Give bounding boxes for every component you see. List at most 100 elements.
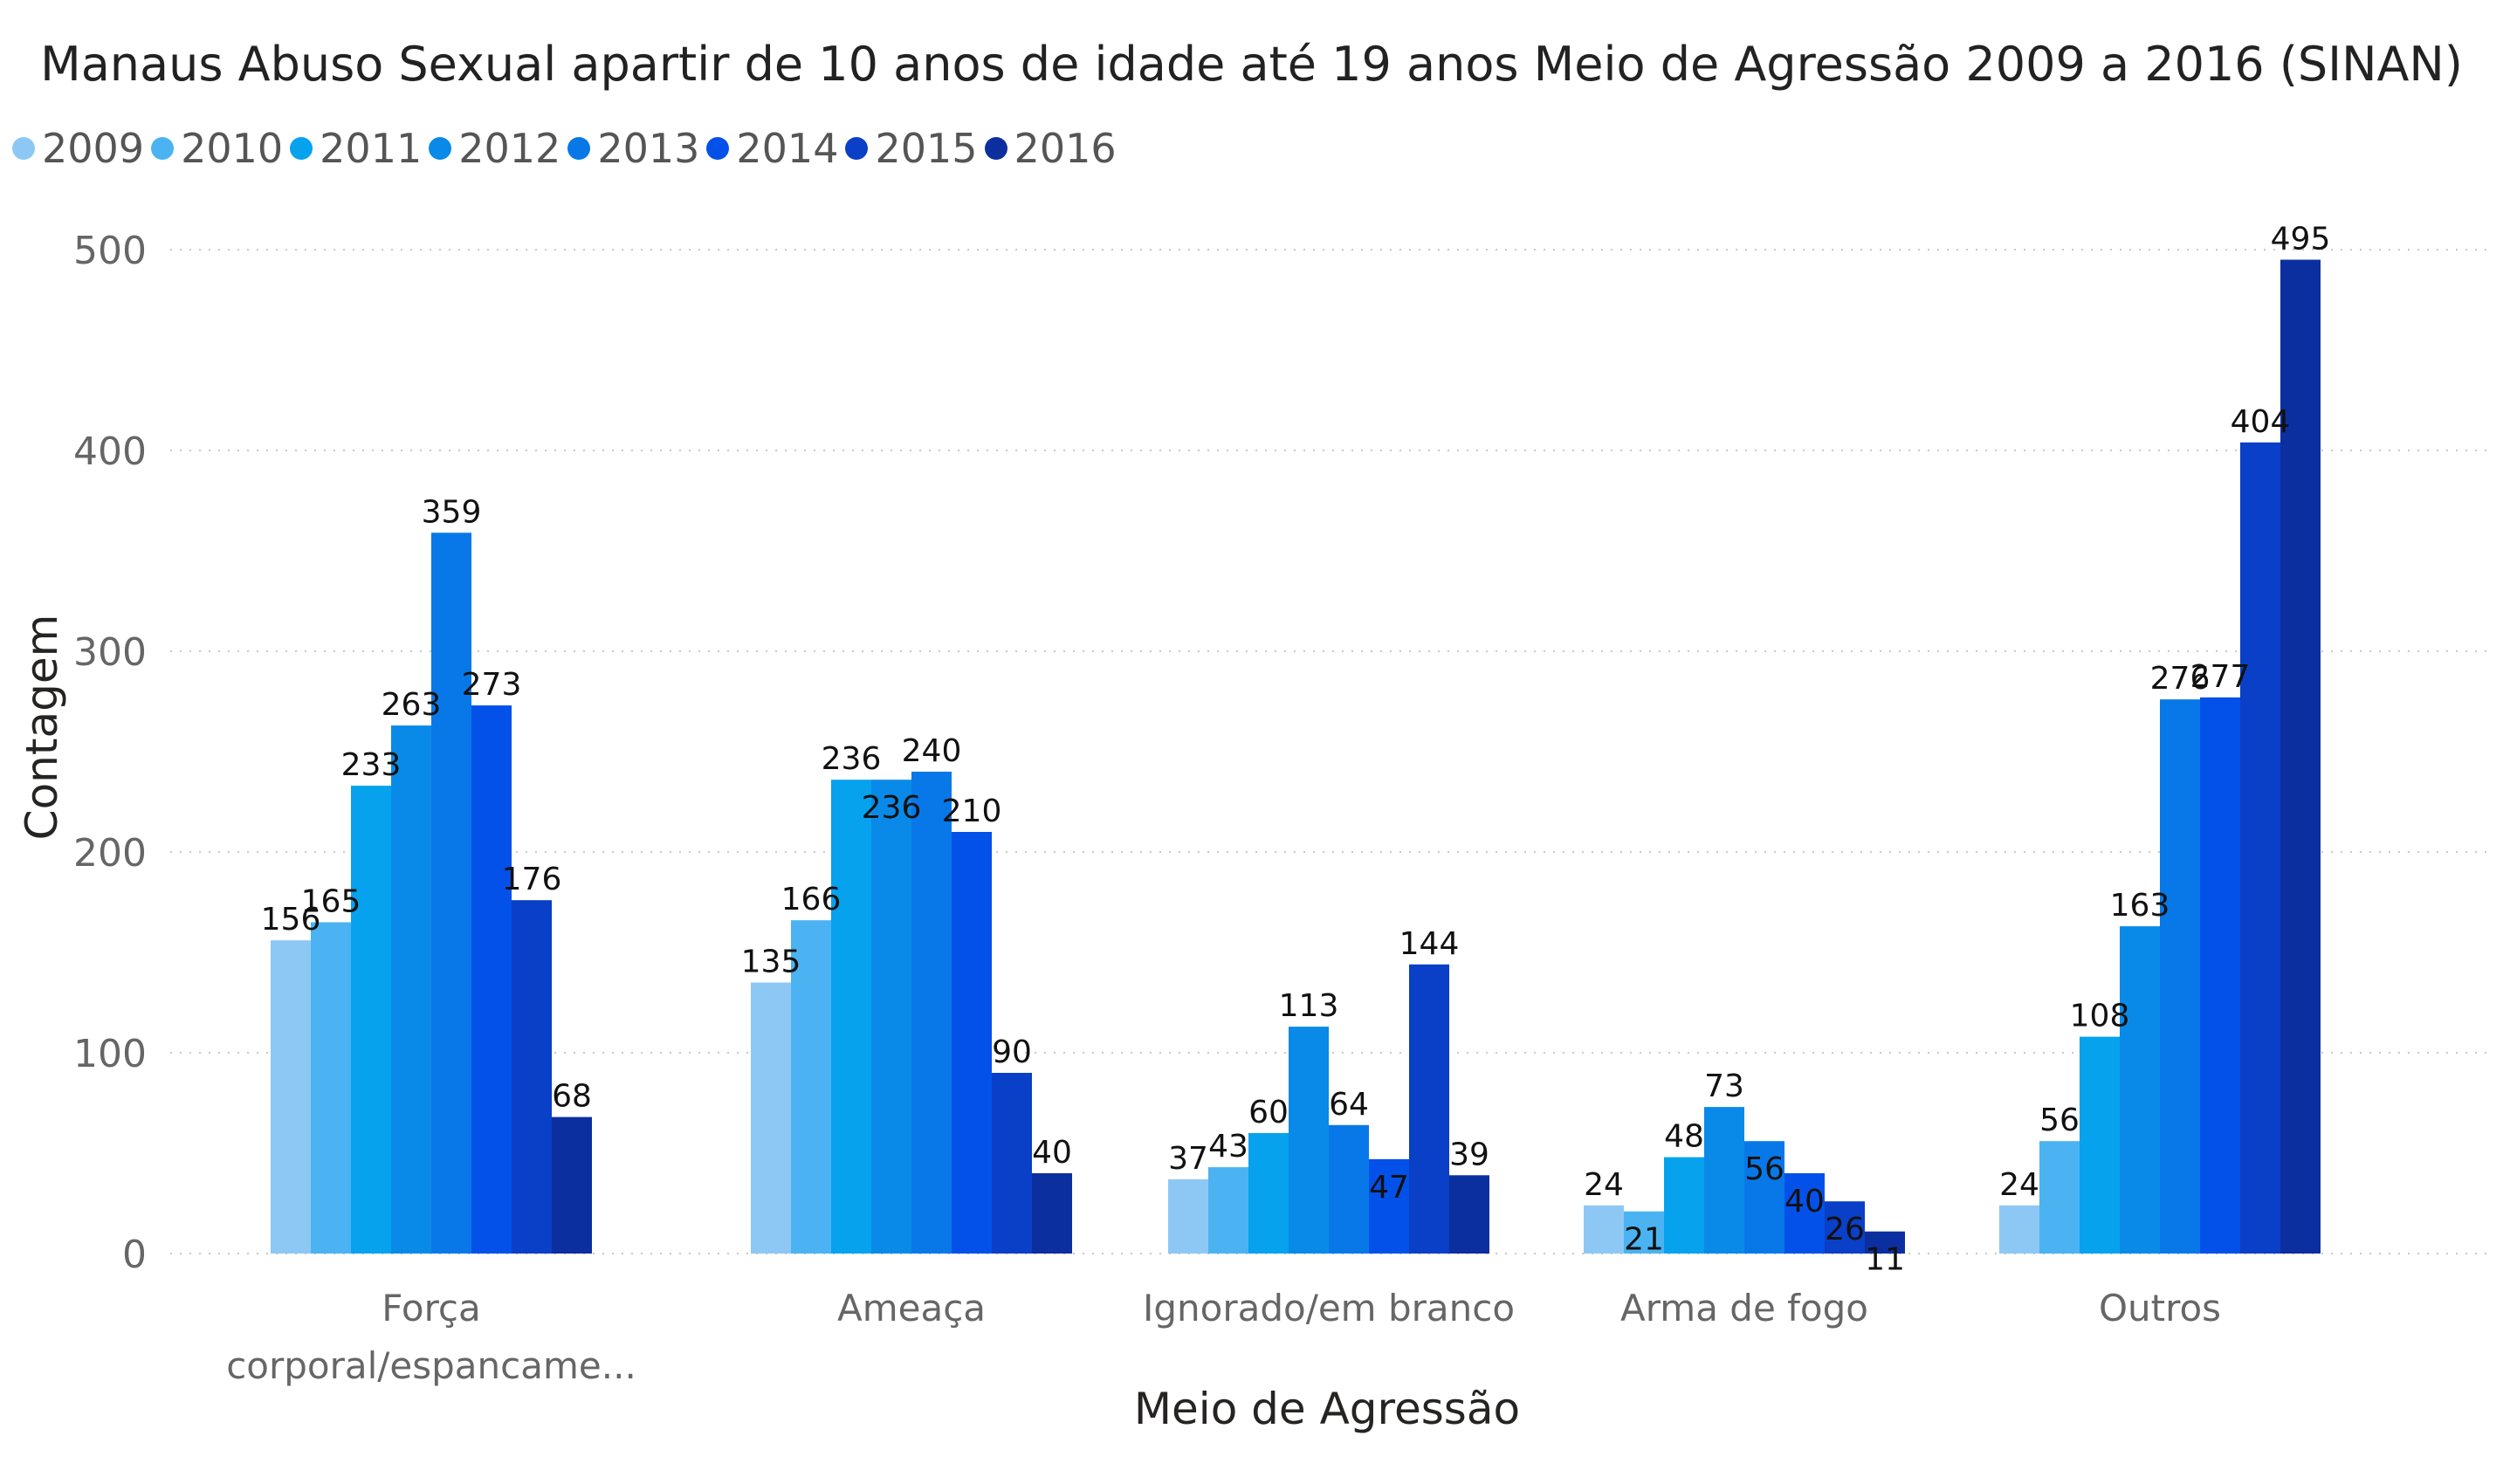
data-label: 47 xyxy=(1369,1170,1409,1206)
bar-2012[interactable] xyxy=(391,725,431,1254)
legend: 2009 2010 2011 2012 2013 2014 2015 2016 xyxy=(12,122,1124,175)
bar-2015[interactable] xyxy=(992,1073,1032,1254)
data-label: 60 xyxy=(1248,1095,1289,1130)
data-label: 21 xyxy=(1624,1222,1664,1258)
bar-2010[interactable] xyxy=(2039,1141,2080,1254)
bar-2014[interactable] xyxy=(471,705,512,1254)
bar-2016[interactable] xyxy=(1032,1173,1072,1254)
x-tick-label: Ameaça xyxy=(837,1287,986,1329)
bar-2016[interactable] xyxy=(2280,259,2321,1254)
bar-2015[interactable] xyxy=(2240,442,2280,1254)
bar-2012[interactable] xyxy=(871,780,911,1254)
y-tick-label: 300 xyxy=(73,630,147,675)
chart-title: Manaus Abuso Sexual apartir de 10 anos d… xyxy=(40,37,2463,92)
bar-2013[interactable] xyxy=(1744,1141,1784,1254)
data-label: 39 xyxy=(1449,1137,1489,1172)
bar-2015[interactable] xyxy=(512,900,552,1254)
data-label: 40 xyxy=(1784,1184,1825,1219)
legend-label: 2013 xyxy=(597,125,700,172)
data-label: 240 xyxy=(902,733,962,769)
data-label: 11 xyxy=(1865,1242,1905,1278)
legend-label: 2015 xyxy=(875,125,978,172)
y-tick-label: 500 xyxy=(73,229,147,273)
bar-2010[interactable] xyxy=(791,920,831,1254)
bar-2011[interactable] xyxy=(2080,1036,2120,1254)
bar-2014[interactable] xyxy=(952,832,992,1254)
legend-label: 2010 xyxy=(181,125,284,172)
legend-item-2015[interactable]: 2015 xyxy=(845,125,978,172)
x-tick-label: Força xyxy=(382,1287,481,1329)
data-label: 273 xyxy=(462,667,522,703)
legend-item-2014[interactable]: 2014 xyxy=(706,125,838,172)
data-label: 277 xyxy=(2190,659,2251,695)
bar-2016[interactable] xyxy=(1449,1175,1489,1254)
data-label: 233 xyxy=(341,747,402,783)
data-label: 165 xyxy=(301,884,361,920)
bar-2011[interactable] xyxy=(1664,1157,1704,1254)
data-label: 236 xyxy=(862,790,922,826)
data-label: 64 xyxy=(1329,1087,1369,1123)
bar-2009[interactable] xyxy=(1168,1178,1208,1254)
data-label: 359 xyxy=(422,494,482,530)
data-label: 26 xyxy=(1825,1212,1865,1247)
data-label: 113 xyxy=(1279,988,1339,1024)
legend-marker xyxy=(845,137,869,160)
data-label: 56 xyxy=(2039,1103,2080,1138)
data-label: 48 xyxy=(1664,1119,1704,1155)
bar-2009[interactable] xyxy=(1584,1205,1624,1254)
bar-2015[interactable] xyxy=(1825,1201,1865,1254)
y-tick-label: 400 xyxy=(73,429,147,474)
bar-2009[interactable] xyxy=(271,940,311,1254)
data-label: 144 xyxy=(1399,926,1460,962)
data-label: 40 xyxy=(1032,1135,1072,1171)
bar-2010[interactable] xyxy=(1208,1167,1248,1254)
bar-2015[interactable] xyxy=(1409,964,1449,1254)
data-label: 210 xyxy=(942,794,1002,829)
bar-2014[interactable] xyxy=(1369,1158,1409,1254)
legend-item-2010[interactable]: 2010 xyxy=(151,125,283,172)
bar-2012[interactable] xyxy=(1289,1027,1329,1254)
bar-2016[interactable] xyxy=(552,1116,592,1254)
legend-label: 2014 xyxy=(736,125,839,172)
bar-2009[interactable] xyxy=(1999,1205,2039,1254)
y-tick-label: 0 xyxy=(122,1233,147,1277)
legend-label: 2011 xyxy=(320,125,423,172)
bar-2013[interactable] xyxy=(2160,699,2200,1254)
bar-2010[interactable] xyxy=(1624,1211,1664,1254)
bar-2014[interactable] xyxy=(2200,697,2240,1254)
data-label: 24 xyxy=(1584,1167,1624,1203)
bar-2013[interactable] xyxy=(1329,1124,1369,1254)
x-tick-label: Ignorado/em branco xyxy=(1143,1287,1515,1329)
data-label: 73 xyxy=(1704,1068,1744,1104)
bar-2013[interactable] xyxy=(431,532,471,1254)
bar-2016[interactable] xyxy=(1865,1231,1905,1254)
legend-item-2011[interactable]: 2011 xyxy=(290,125,422,172)
data-label: 68 xyxy=(552,1079,592,1115)
bar-2012[interactable] xyxy=(2120,926,2160,1254)
bar-2013[interactable] xyxy=(911,772,952,1254)
bar-2011[interactable] xyxy=(1248,1133,1289,1254)
bar-2010[interactable] xyxy=(311,922,351,1254)
legend-item-2009[interactable]: 2009 xyxy=(12,125,144,172)
legend-label: 2016 xyxy=(1014,125,1117,172)
bar-2009[interactable] xyxy=(751,982,791,1254)
data-label: 108 xyxy=(2070,999,2130,1034)
legend-item-2016[interactable]: 2016 xyxy=(984,125,1117,172)
bar-2014[interactable] xyxy=(1784,1173,1825,1254)
legend-marker xyxy=(12,137,35,160)
legend-item-2013[interactable]: 2013 xyxy=(567,125,699,172)
bar-2011[interactable] xyxy=(351,786,391,1254)
data-label: 163 xyxy=(2110,888,2170,924)
x-tick-label: corporal/espancame... xyxy=(226,1344,636,1387)
legend-marker xyxy=(984,137,1007,160)
y-tick-label: 100 xyxy=(73,1032,147,1076)
data-label: 176 xyxy=(502,862,562,897)
legend-marker xyxy=(151,137,175,160)
bar-2012[interactable] xyxy=(1704,1107,1744,1254)
legend-item-2012[interactable]: 2012 xyxy=(429,125,560,172)
bar-2011[interactable] xyxy=(831,780,871,1254)
data-label: 37 xyxy=(1168,1141,1208,1177)
legend-marker xyxy=(290,137,313,160)
data-label: 495 xyxy=(2271,222,2331,258)
